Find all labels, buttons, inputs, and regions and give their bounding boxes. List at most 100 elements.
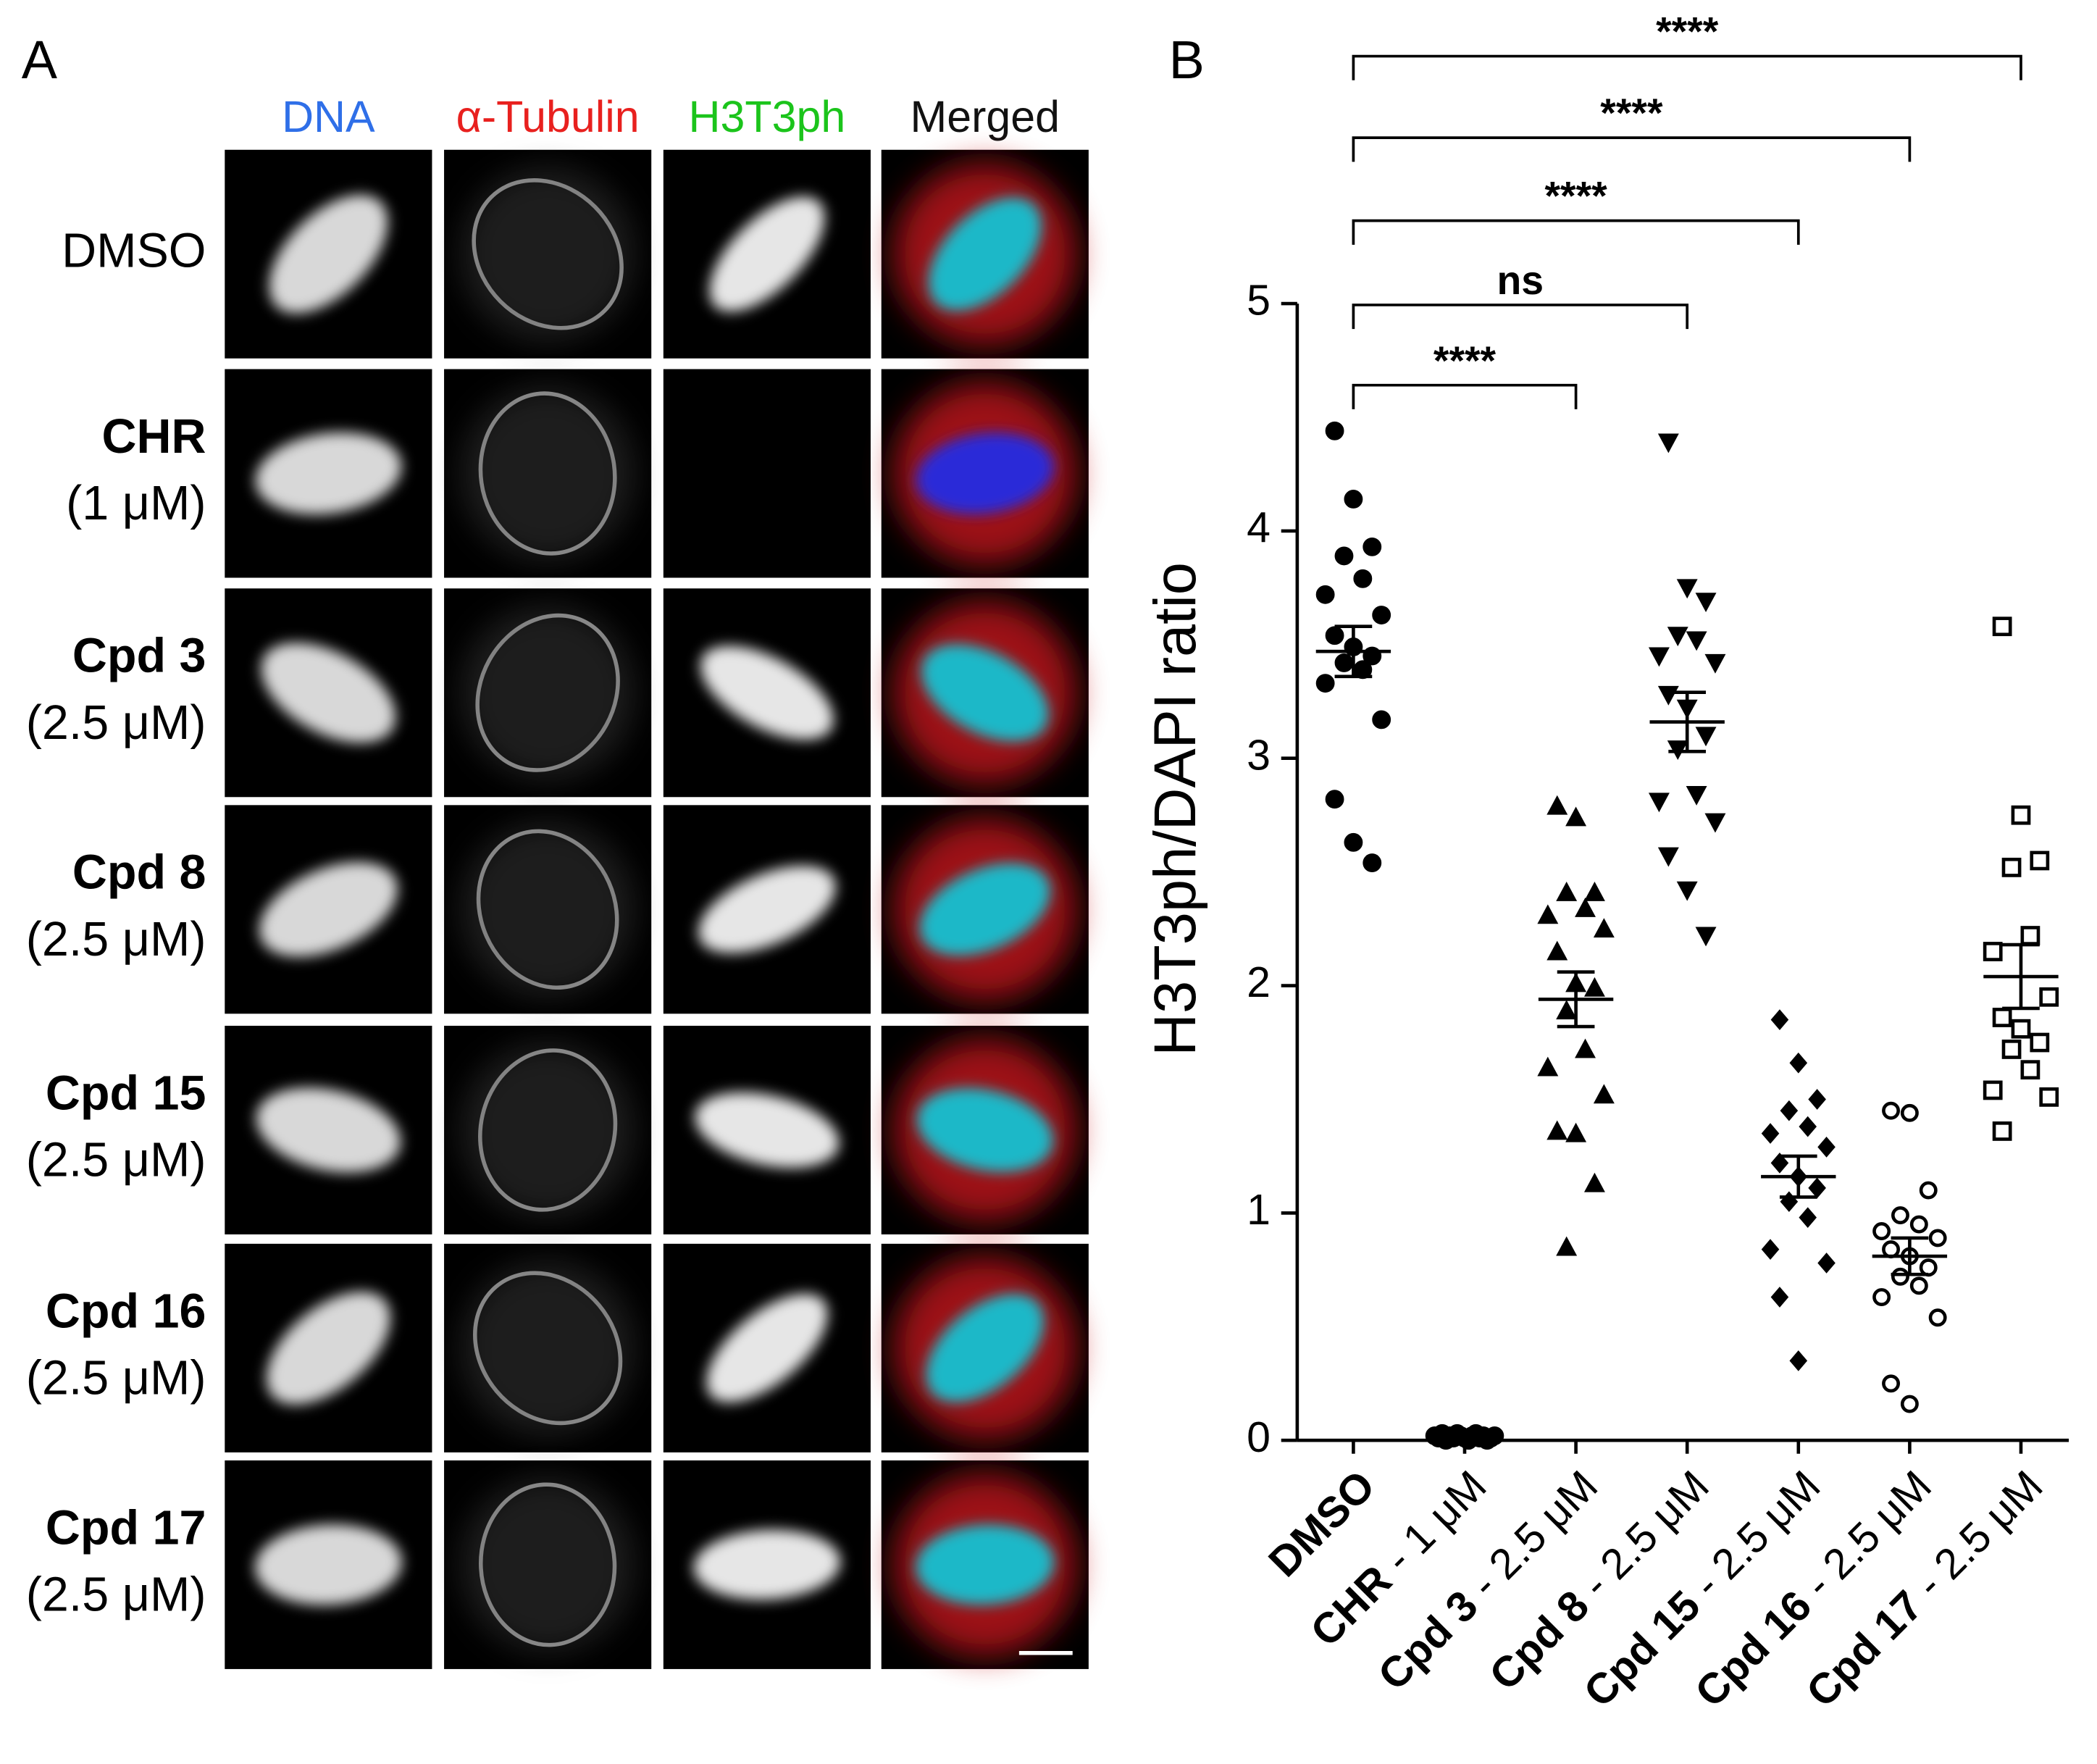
error-bar bbox=[1779, 1154, 1817, 1199]
data-point bbox=[1900, 1395, 1919, 1413]
row-label: Cpd 15 bbox=[46, 1066, 206, 1120]
data-point bbox=[1770, 1009, 1789, 1030]
data-point bbox=[1593, 918, 1615, 938]
data-point bbox=[1686, 785, 1707, 806]
spindle-haze bbox=[461, 606, 635, 780]
micrograph bbox=[881, 149, 1089, 359]
significance-bracket bbox=[1352, 136, 1912, 162]
data-point bbox=[1770, 1153, 1789, 1174]
micrograph bbox=[444, 805, 652, 1014]
data-point bbox=[2039, 987, 2059, 1007]
data-point bbox=[1657, 847, 1679, 867]
data-point bbox=[1909, 1215, 1928, 1234]
micrograph bbox=[881, 369, 1089, 578]
data-point bbox=[1695, 593, 1717, 613]
micrograph bbox=[225, 588, 432, 798]
data-point bbox=[1372, 710, 1391, 730]
data-point bbox=[1575, 1038, 1596, 1058]
data-point bbox=[1761, 1123, 1780, 1144]
micrograph bbox=[881, 588, 1089, 798]
data-point bbox=[1909, 1276, 1928, 1295]
data-point bbox=[1704, 653, 1726, 674]
data-point bbox=[1808, 1177, 1826, 1199]
data-point bbox=[1770, 1287, 1789, 1308]
data-point bbox=[1695, 727, 1717, 747]
data-point bbox=[1928, 1308, 1947, 1327]
data-point bbox=[1657, 685, 1679, 706]
data-point bbox=[1667, 627, 1688, 647]
column-header: α-Tubulin bbox=[456, 92, 640, 141]
row-sublabel: (1 μM) bbox=[66, 477, 206, 530]
data-point bbox=[1983, 942, 2003, 961]
spindle-haze bbox=[461, 386, 635, 561]
micrograph bbox=[663, 369, 871, 578]
data-point bbox=[1992, 616, 2012, 637]
significance-label: **** bbox=[1433, 338, 1497, 383]
data-point bbox=[1565, 806, 1587, 827]
error-bar bbox=[1557, 970, 1595, 1029]
panel-label: B bbox=[1169, 30, 1205, 90]
micrograph bbox=[881, 805, 1089, 1014]
data-point bbox=[1882, 1374, 1901, 1393]
y-tick-label: 2 bbox=[1247, 958, 1271, 1006]
data-point bbox=[2030, 850, 2050, 871]
data-point bbox=[1583, 977, 1605, 997]
data-point bbox=[1315, 585, 1335, 604]
data-point bbox=[1992, 1121, 2012, 1141]
micrograph bbox=[881, 1460, 1089, 1669]
h3t3ph-stain bbox=[700, 645, 834, 740]
column-header: DNA bbox=[282, 92, 375, 141]
data-point bbox=[2001, 1040, 2022, 1059]
data-point bbox=[2011, 1019, 2031, 1039]
data-point bbox=[1780, 1100, 1799, 1121]
micrograph bbox=[444, 1460, 652, 1669]
micrograph bbox=[881, 1243, 1089, 1452]
data-point bbox=[1353, 569, 1373, 588]
data-point bbox=[1891, 1206, 1909, 1225]
data-point bbox=[1593, 1084, 1615, 1104]
data-point bbox=[1872, 1222, 1891, 1240]
data-point bbox=[1808, 1089, 1826, 1110]
data-point bbox=[1334, 653, 1354, 672]
column-header: H3T3ph bbox=[689, 92, 846, 141]
micrograph bbox=[663, 1460, 871, 1669]
micrograph bbox=[225, 149, 432, 359]
micrograph-background bbox=[663, 369, 871, 578]
merged-dna bbox=[916, 432, 1055, 514]
y-tick-label: 1 bbox=[1247, 1186, 1271, 1234]
data-point bbox=[1334, 546, 1354, 566]
merged-dna bbox=[921, 644, 1049, 742]
data-point bbox=[1372, 606, 1391, 624]
data-point bbox=[1537, 1056, 1559, 1077]
dna-stain bbox=[254, 1524, 402, 1605]
spindle-haze bbox=[461, 167, 635, 341]
row-label: Cpd 3 bbox=[72, 630, 206, 683]
data-point bbox=[1928, 1229, 1947, 1247]
row-sublabel: (2.5 μM) bbox=[26, 696, 206, 750]
data-point bbox=[1546, 1120, 1568, 1140]
data-point bbox=[1780, 1191, 1799, 1213]
micrograph bbox=[225, 369, 432, 578]
merged-dna bbox=[916, 1087, 1054, 1173]
micrograph bbox=[444, 1243, 652, 1452]
error-bar bbox=[1891, 1236, 1929, 1276]
micrograph bbox=[663, 1025, 871, 1234]
data-point bbox=[2039, 1087, 2059, 1107]
data-point bbox=[1648, 793, 1670, 813]
data-point bbox=[1686, 631, 1707, 651]
data-point bbox=[1992, 1008, 2012, 1027]
data-point bbox=[1537, 904, 1559, 924]
row-sublabel: (2.5 μM) bbox=[26, 1134, 206, 1187]
significance-label: ns bbox=[1497, 258, 1544, 303]
data-point bbox=[1546, 940, 1568, 961]
data-point bbox=[1882, 1101, 1901, 1120]
dna-stain bbox=[256, 1087, 401, 1173]
y-tick-label: 5 bbox=[1247, 277, 1271, 325]
data-point bbox=[1325, 790, 1344, 809]
data-point bbox=[1900, 1103, 1919, 1122]
merged-dna bbox=[919, 863, 1051, 956]
data-point bbox=[1983, 1080, 2003, 1100]
micrograph bbox=[225, 805, 432, 1014]
data-point bbox=[1315, 674, 1335, 693]
